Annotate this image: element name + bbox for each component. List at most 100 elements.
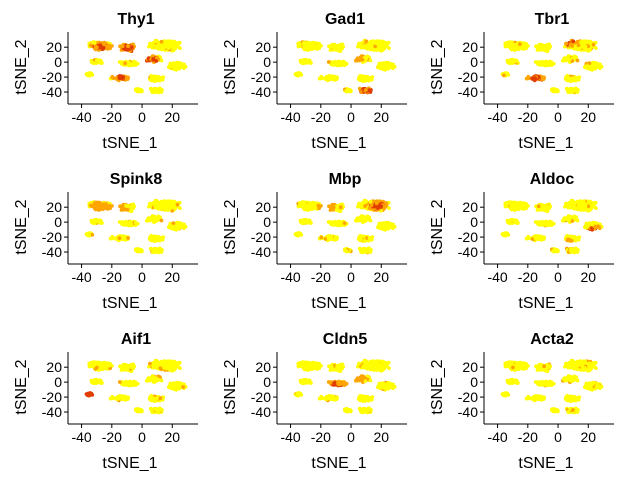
data-point (126, 76, 130, 80)
data-point (110, 75, 115, 80)
data-point (536, 44, 541, 49)
data-point (135, 249, 140, 253)
y-tick-label: 20 (46, 199, 62, 215)
data-point (101, 206, 106, 210)
data-point (571, 88, 575, 92)
data-point (102, 42, 106, 46)
x-axis-label: tSNE_1 (311, 295, 366, 312)
data-point (565, 74, 570, 78)
data-point (92, 61, 96, 66)
data-point (359, 237, 363, 242)
data-point (148, 201, 152, 206)
x-axis-label: tSNE_1 (102, 295, 157, 312)
data-point (123, 61, 127, 66)
data-point (126, 44, 130, 49)
data-point (523, 203, 528, 208)
data-point (304, 45, 308, 50)
data-point (390, 65, 394, 69)
data-point (151, 217, 156, 222)
data-point (549, 61, 554, 65)
data-point (367, 236, 372, 241)
data-point (92, 221, 96, 226)
data-point (364, 248, 368, 252)
data-point (178, 46, 182, 50)
data-point (129, 205, 134, 210)
data-point (338, 45, 343, 50)
y-axis-label: tSNE_2 (222, 199, 239, 254)
data-point (117, 220, 122, 224)
panels: Thy1-40 -20 0 20200-20-40tSNE_1tSNE_2Gad1-4… (13, 11, 614, 472)
data-point (97, 219, 101, 224)
data-point (310, 46, 315, 50)
data-point (363, 44, 367, 48)
data-point (301, 61, 305, 66)
y-tick-label: 0 (54, 214, 62, 230)
data-point (171, 221, 176, 226)
data-point (575, 58, 580, 63)
data-point (170, 44, 175, 49)
data-point (523, 43, 528, 48)
data-point (335, 76, 339, 80)
data-point (126, 236, 130, 240)
data-point (326, 60, 331, 64)
data-point (362, 239, 367, 243)
data-point (107, 43, 112, 48)
data-point (117, 60, 122, 64)
y-tick-label: -40 (251, 84, 271, 100)
x-tick-label: -40 (487, 109, 507, 125)
data-point (123, 221, 127, 226)
data-point (326, 236, 331, 241)
data-point (306, 219, 310, 224)
data-point (545, 45, 550, 50)
y-axis-label: tSNE_2 (429, 39, 446, 94)
data-point (159, 39, 164, 44)
data-point (569, 79, 574, 83)
data-point (133, 61, 138, 65)
data-point (117, 76, 122, 80)
data-point (364, 199, 369, 204)
points (293, 38, 397, 95)
data-point (338, 205, 343, 210)
data-point (101, 46, 106, 50)
data-point (364, 39, 369, 44)
x-tick-label: 0 (347, 109, 355, 125)
y-tick-label: -20 (42, 69, 62, 85)
data-point (92, 41, 97, 46)
y-tick-label: -20 (42, 229, 62, 245)
data-point (335, 44, 339, 49)
panel-title: Spink8 (110, 171, 163, 188)
data-point (541, 208, 546, 212)
data-point (368, 39, 373, 44)
data-point (165, 41, 170, 46)
data-point (342, 221, 347, 226)
y-tick-label: -40 (42, 244, 62, 260)
data-point (154, 204, 159, 208)
data-point (95, 205, 99, 210)
points (84, 38, 188, 95)
data-point (545, 62, 550, 67)
y-tick-label: 20 (255, 199, 271, 215)
y-tick-label: -40 (42, 84, 62, 100)
panel-title: Aldoc (530, 171, 575, 188)
data-point (574, 76, 579, 81)
data-point (133, 221, 138, 226)
data-point (155, 248, 159, 252)
data-point (149, 234, 154, 238)
data-point (329, 204, 334, 209)
points (84, 198, 188, 255)
data-point (155, 88, 159, 92)
data-point (319, 235, 324, 240)
data-point (551, 89, 556, 93)
data-point (587, 61, 592, 65)
data-point (148, 41, 152, 46)
data-point (364, 88, 368, 92)
data-point (360, 57, 364, 62)
data-point (380, 61, 385, 65)
data-point (167, 46, 171, 50)
data-point (311, 42, 315, 46)
data-point (539, 61, 543, 66)
data-point (564, 41, 568, 46)
